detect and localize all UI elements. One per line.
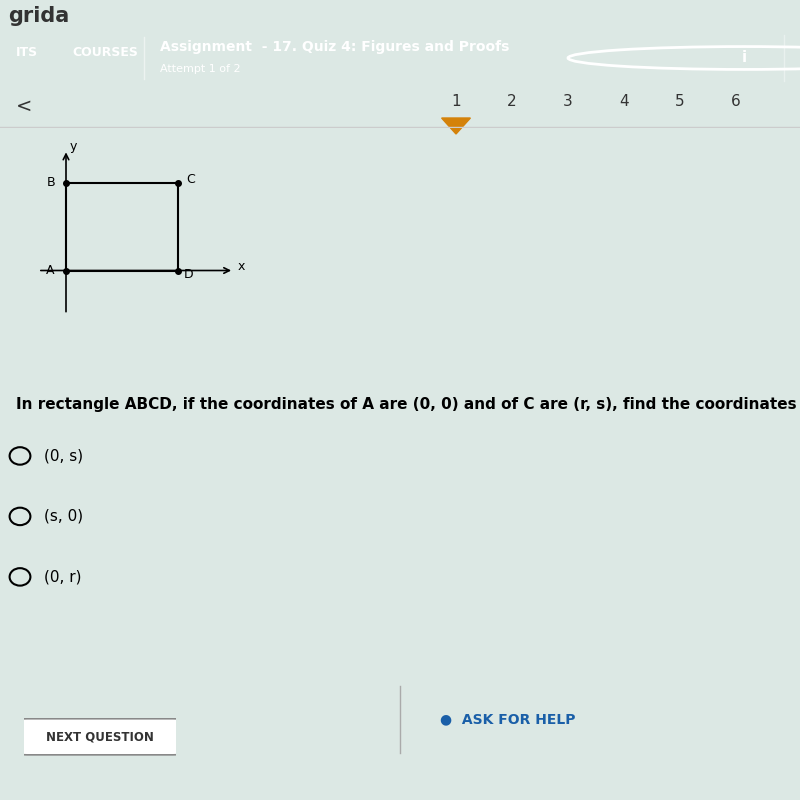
Text: 4: 4 — [619, 94, 629, 110]
Text: ITS: ITS — [16, 46, 38, 59]
Text: COURSES: COURSES — [72, 46, 138, 59]
Text: (s, 0): (s, 0) — [44, 509, 83, 524]
Text: grida: grida — [8, 6, 70, 26]
Text: A: A — [46, 264, 55, 277]
Text: 2: 2 — [507, 94, 517, 110]
Text: C: C — [186, 174, 195, 186]
Text: 1: 1 — [451, 94, 461, 110]
Text: 3: 3 — [563, 94, 573, 110]
Text: In rectangle ABCD, if the coordinates of A are (0, 0) and of C are (r, s), find : In rectangle ABCD, if the coordinates of… — [16, 397, 800, 412]
Text: x: x — [238, 259, 245, 273]
Text: D: D — [184, 268, 194, 282]
Text: Attempt 1 of 2: Attempt 1 of 2 — [160, 65, 241, 74]
FancyBboxPatch shape — [19, 718, 181, 755]
Text: <: < — [16, 97, 32, 115]
Text: 5: 5 — [675, 94, 685, 110]
Text: i: i — [742, 50, 746, 66]
Text: 6: 6 — [731, 94, 741, 110]
Text: ●  ASK FOR HELP: ● ASK FOR HELP — [440, 712, 575, 726]
Text: Assignment  - 17. Quiz 4: Figures and Proofs: Assignment - 17. Quiz 4: Figures and Pro… — [160, 39, 510, 54]
Text: (0, s): (0, s) — [44, 449, 83, 463]
Polygon shape — [442, 118, 470, 134]
Text: B: B — [46, 176, 55, 189]
Text: (0, r): (0, r) — [44, 570, 82, 584]
Text: NEXT QUESTION: NEXT QUESTION — [46, 730, 154, 743]
Text: y: y — [70, 140, 77, 154]
